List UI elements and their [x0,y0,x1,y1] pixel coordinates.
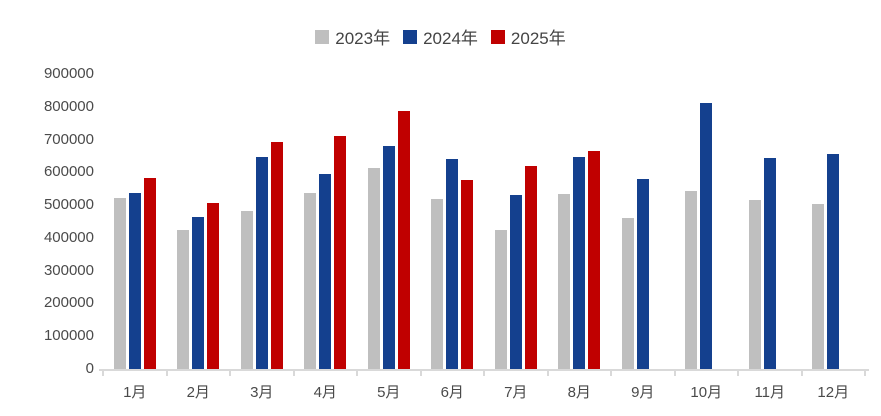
bar [397,111,410,369]
axis-tick [864,369,866,376]
x-axis-label: 3月 [250,384,274,401]
axis-tick [292,369,295,376]
x-axis-label: 5月 [377,384,401,401]
bar [192,217,205,369]
legend-item: 2025年 [490,24,566,49]
legend-swatch-icon [403,29,418,44]
bar [240,211,253,369]
bar [685,191,698,369]
y-axis-label: 0 [85,360,94,377]
bar [763,158,776,369]
bar [524,166,537,369]
bar-group [167,74,231,369]
x-axis-label: 8月 [567,384,591,401]
bar [113,198,126,369]
bar [446,159,459,369]
bar [827,154,840,369]
legend-label: 2024年 [423,29,478,48]
bar [128,193,141,369]
bar [270,142,283,369]
bar [367,168,380,369]
bar [812,204,825,369]
axis-tick [419,369,422,376]
bar [319,174,332,369]
bar [304,193,317,369]
axis-tick [165,369,168,376]
bar-group [294,74,358,369]
bar [700,103,713,369]
bar-group [484,74,548,369]
axis-tick [229,369,231,376]
bar [588,151,601,369]
bar-group [802,74,866,369]
bar [494,230,507,369]
bar [748,200,761,369]
legend-label: 2025年 [510,29,566,48]
y-axis-label: 500000 [43,196,94,214]
y-axis-label: 300000 [43,261,94,279]
y-axis-label: 100000 [43,327,94,345]
axis-tick [610,369,612,376]
axis-tick [673,369,676,376]
axis-tick [102,369,104,376]
y-axis-label: 700000 [43,130,94,148]
legend-item: 2024年 [403,24,478,49]
bar [255,157,268,369]
bar-group [357,74,421,369]
x-axis-label: 2月 [186,384,210,401]
bar [143,178,156,369]
y-axis-label: 800000 [43,97,94,115]
bar-group [675,74,739,369]
axis-tick [546,369,549,376]
legend-label: 2023年 [335,29,391,48]
bar-group [548,74,612,369]
bar-group [103,74,167,369]
axis-tick [356,369,358,376]
x-axis-label: 4月 [313,384,337,401]
x-axis-label: 1月 [123,384,147,401]
bar [177,230,190,369]
x-axis-label: 9月 [631,384,655,401]
axis-tick [483,369,485,376]
bar [207,203,220,369]
axis-tick [737,369,739,376]
x-axis-label: 10月 [690,384,723,401]
bar-group [230,74,294,369]
bar [636,179,649,369]
bar [461,180,474,369]
bar [382,146,395,369]
bar-group [738,74,802,369]
y-axis-label: 200000 [43,294,94,312]
bar [509,195,522,369]
axis-tick [800,369,803,376]
x-axis-label: 12月 [817,384,850,401]
y-axis-label: 400000 [43,228,94,246]
y-axis-label: 600000 [43,163,94,181]
legend: 2023年 2024年 2025年 [0,24,881,49]
bar [558,194,571,369]
x-axis-label: 11月 [754,384,786,401]
legend-swatch-icon [315,29,330,44]
bar-group [611,74,675,369]
x-axis-label: 6月 [440,384,464,401]
bar [621,218,634,369]
legend-item: 2023年 [315,24,390,49]
y-axis-label: 900000 [43,65,94,82]
legend-swatch-icon [490,29,505,44]
bar [431,199,444,369]
bar [334,136,347,369]
bar [573,157,586,369]
x-axis-label: 7月 [504,384,528,401]
bar-group [421,74,485,369]
